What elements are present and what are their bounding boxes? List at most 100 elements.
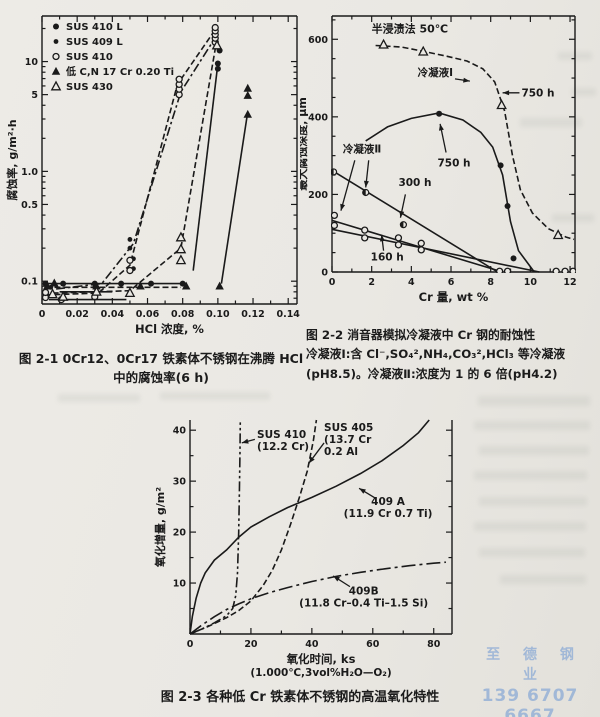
series-3 bbox=[43, 83, 252, 290]
bleed-through-artifact bbox=[474, 522, 586, 531]
svg-text:6: 6 bbox=[448, 277, 455, 288]
figure-2-2-caption-line1: 图 2-2 消音器模拟冷凝液中 Cr 钢的耐蚀性 bbox=[306, 328, 536, 342]
svg-text:(11.9 Cr 0.7 Ti): (11.9 Cr 0.7 Ti) bbox=[344, 508, 433, 520]
annotation: 750 h bbox=[502, 88, 555, 100]
svg-text:0.10: 0.10 bbox=[206, 309, 230, 320]
watermark-company-name: 至 德 钢 业 bbox=[486, 647, 583, 683]
bleed-through-artifact bbox=[58, 394, 140, 402]
annotation: 750 h bbox=[437, 123, 471, 169]
series bbox=[41, 23, 252, 304]
svg-text:0: 0 bbox=[39, 309, 46, 320]
annotation: 160 h bbox=[371, 234, 404, 263]
annotation: 半浸渍法 50℃ bbox=[372, 21, 448, 35]
svg-text:0.02: 0.02 bbox=[65, 309, 88, 320]
svg-text:(1.000℃,3vol%H₂O—O₂): (1.000℃,3vol%H₂O—O₂) bbox=[250, 667, 391, 679]
svg-text:20: 20 bbox=[244, 639, 258, 650]
svg-text:10: 10 bbox=[524, 277, 538, 288]
svg-text:750 h: 750 h bbox=[437, 157, 470, 169]
figure-2-3-caption: 图 2-3 各种低 Cr 铁素体不锈钢的高温氧化特性 bbox=[0, 686, 600, 705]
bleed-through-artifact bbox=[500, 575, 586, 584]
svg-text:SUS 405: SUS 405 bbox=[324, 422, 373, 434]
svg-text:750 h: 750 h bbox=[521, 88, 554, 100]
svg-text:SUS 410: SUS 410 bbox=[66, 52, 113, 63]
series-3 bbox=[189, 561, 446, 635]
svg-text:(12.2 Cr): (12.2 Cr) bbox=[257, 441, 309, 453]
figure-2-2-caption-line2: 冷凝液Ⅰ:含 Cl⁻,SO₄²,NH₄,CO₃²,HCl₃ 等冷凝液 bbox=[306, 347, 566, 362]
svg-text:10: 10 bbox=[25, 57, 39, 68]
svg-text:80: 80 bbox=[427, 639, 441, 650]
annotation: 冷凝液Ⅱ bbox=[340, 143, 381, 211]
bleed-through-artifact bbox=[552, 214, 594, 222]
svg-text:10: 10 bbox=[173, 579, 187, 590]
svg-text:最大腐蚀深度, μm: 最大腐蚀深度, μm bbox=[300, 97, 309, 191]
svg-text:400: 400 bbox=[308, 112, 328, 123]
svg-text:0.04: 0.04 bbox=[101, 309, 125, 320]
svg-text:冷凝液Ⅱ: 冷凝液Ⅱ bbox=[343, 143, 381, 156]
svg-text:0.2 Al: 0.2 Al bbox=[324, 446, 358, 458]
svg-text:60: 60 bbox=[366, 639, 380, 650]
bleed-through-artifact bbox=[160, 392, 270, 400]
figure-2-2-caption-line3: (pH8.5)。冷凝液Ⅱ:浓度为 1 的 6 倍(pH4.2) bbox=[306, 366, 558, 381]
series-2 bbox=[189, 419, 318, 635]
svg-text:8: 8 bbox=[487, 277, 494, 288]
svg-text:0.08: 0.08 bbox=[171, 309, 195, 320]
series-4 bbox=[47, 39, 223, 301]
svg-text:5: 5 bbox=[31, 90, 38, 101]
ticks bbox=[41, 16, 297, 304]
annotation: 冷凝液Ⅰ bbox=[418, 66, 470, 83]
svg-text:0.12: 0.12 bbox=[241, 309, 264, 320]
svg-text:0: 0 bbox=[187, 639, 194, 650]
svg-text:40: 40 bbox=[305, 639, 319, 650]
svg-text:冷凝液Ⅰ: 冷凝液Ⅰ bbox=[418, 66, 453, 79]
watermark-phone-number: 139 6707 6667 bbox=[481, 686, 579, 717]
bleed-through-artifact bbox=[474, 471, 587, 480]
svg-text:2: 2 bbox=[368, 277, 375, 288]
bleed-through-artifact bbox=[479, 497, 587, 506]
series-1 bbox=[189, 419, 242, 635]
svg-text:氧化时间, ks: 氧化时间, ks bbox=[286, 652, 356, 666]
annotation: 409 A(11.9 Cr 0.7 Ti) bbox=[344, 487, 433, 520]
series-0 bbox=[189, 419, 430, 635]
svg-text:30: 30 bbox=[173, 477, 187, 488]
bleed-through-artifact bbox=[478, 396, 590, 406]
series bbox=[189, 419, 446, 635]
series-1 bbox=[365, 110, 535, 273]
svg-text:0: 0 bbox=[329, 277, 336, 288]
figure-2-1-caption-line1: 图 2-1 0Cr12、0Cr17 铁素体不锈钢在沸腾 HCl bbox=[18, 351, 304, 366]
bleed-through-artifact bbox=[474, 421, 590, 430]
bleed-through-artifact bbox=[479, 446, 589, 455]
svg-text:12: 12 bbox=[563, 277, 576, 288]
figure-2-1-chart: 0 0.02 0.04 0.06 0.08 0.10 0.12 0.14 0.1 0.5 1.0 5 1… bbox=[5, 15, 300, 336]
figure-2-1-caption-line2: 中的腐蚀率(6 h) bbox=[113, 369, 209, 385]
svg-text:0.5: 0.5 bbox=[21, 200, 38, 211]
figure-2-1-caption: 图 2-1 0Cr12、0Cr17 铁素体不锈钢在沸腾 HCl 中的腐蚀率(6 … bbox=[0, 350, 322, 388]
svg-text:300 h: 300 h bbox=[398, 177, 431, 189]
bleed-through-artifact bbox=[520, 118, 582, 127]
svg-text:氧化增量, g/m²: 氧化增量, g/m² bbox=[153, 487, 167, 568]
bleed-through-artifact bbox=[479, 548, 585, 557]
svg-text:200: 200 bbox=[308, 190, 328, 201]
annotation: 300 h bbox=[398, 177, 432, 218]
svg-text:(13.7 Cr: (13.7 Cr bbox=[324, 434, 372, 446]
svg-text:0.06: 0.06 bbox=[136, 309, 160, 320]
annotation: SUS 410(12.2 Cr) bbox=[241, 429, 309, 453]
ticks bbox=[189, 429, 452, 634]
svg-text:0.14: 0.14 bbox=[276, 309, 300, 320]
axes bbox=[41, 15, 298, 305]
bleed-through-artifact bbox=[572, 88, 596, 96]
svg-text:半浸渍法 50℃: 半浸渍法 50℃ bbox=[372, 21, 448, 35]
svg-text:SUS 409 L: SUS 409 L bbox=[66, 37, 123, 48]
svg-text:20: 20 bbox=[173, 528, 187, 539]
figure-2-3-chart: 0 20 40 60 80 10 20 30 40 氧化时间, ks(1.000℃,3vol%H₂… bbox=[153, 419, 453, 679]
svg-text:SUS 410: SUS 410 bbox=[257, 429, 306, 441]
svg-text:0.1: 0.1 bbox=[21, 277, 38, 288]
figure-2-2-caption: 图 2-2 消音器模拟冷凝液中 Cr 钢的耐蚀性 冷凝液Ⅰ:含 Cl⁻,SO₄²… bbox=[306, 326, 598, 384]
legend: SUS 410 L SUS 409 L SUS 410 低 C,N 17 Cr 0.2… bbox=[50, 22, 174, 93]
annotation: 409B(11.8 Cr–0.4 Ti–1.5 Si) bbox=[299, 575, 428, 609]
figure-2-3-caption-line1: 图 2-3 各种低 Cr 铁素体不锈钢的高温氧化特性 bbox=[160, 690, 440, 705]
series-3 bbox=[331, 211, 576, 273]
svg-text:(11.8 Cr–0.4 Ti–1.5 Si): (11.8 Cr–0.4 Ti–1.5 Si) bbox=[299, 597, 428, 609]
svg-text:SUS 430: SUS 430 bbox=[66, 82, 113, 93]
svg-text:1.0: 1.0 bbox=[21, 167, 38, 178]
